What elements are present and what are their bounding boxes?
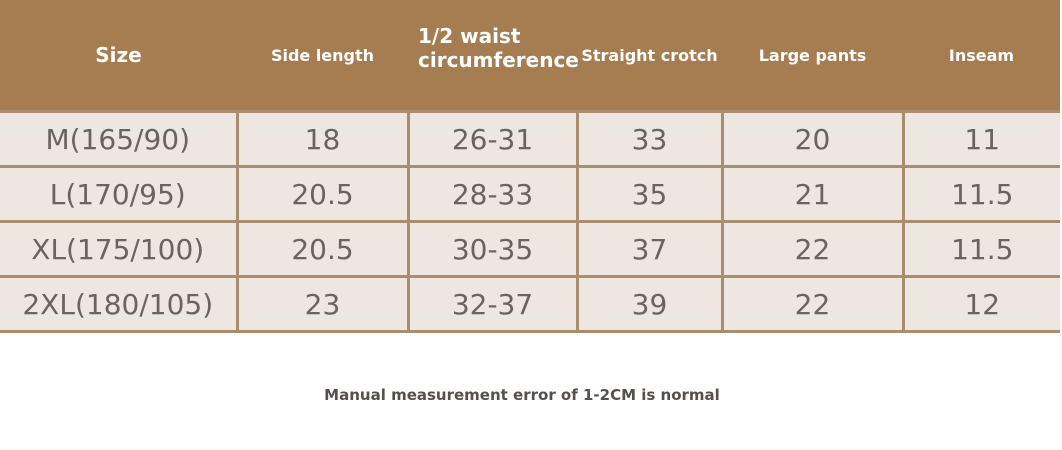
value-cell: 20 [720,110,905,168]
header-cell: Large pants [722,0,903,112]
value-cell: 30-35 [406,220,579,278]
note: Manual measurement error of 1-2CM is nor… [324,386,720,404]
header-row: Size Side length 1/2 waist circumference… [0,0,1060,112]
value-cell: 11.5 [901,220,1060,278]
value-cell: 35 [575,165,724,223]
value-cell: 28-33 [406,165,579,223]
value-cell: 18 [235,110,410,168]
header-cell: Side length [237,0,408,112]
table-row: L(170/95) 20.5 28-33 35 21 11.5 [0,165,1060,223]
value-cell: 21 [720,165,905,223]
header-cell: Inseam [903,0,1060,112]
value-cell: 11.5 [901,165,1060,223]
table-body: M(165/90) 18 26-31 33 20 11 L(170/95) 20.5 28-33… [0,110,1060,333]
value-cell: 37 [575,220,724,278]
value-cell: 23 [235,275,410,333]
header-cell: Straight crotch [577,0,722,112]
table-row: XL(175/100) 20.5 30-35 37 22 11.5 [0,220,1060,278]
value-cell: 11 [901,110,1060,168]
table-row: 2XL(180/105) 23 32-37 39 22 12 [0,275,1060,333]
size-cell: XL(175/100) [0,220,239,278]
value-cell: 20.5 [235,220,410,278]
table-row: M(165/90) 18 26-31 33 20 11 [0,110,1060,168]
value-cell: 26-31 [406,110,579,168]
header-cell: Size [0,0,237,112]
value-cell: 12 [901,275,1060,333]
size-table: Size Side length 1/2 waist circumference… [0,0,1060,333]
value-cell: 20.5 [235,165,410,223]
header-cell: 1/2 waist circumference [408,0,579,112]
size-cell: L(170/95) [0,165,239,223]
value-cell: 22 [720,220,905,278]
value-cell: 33 [575,110,724,168]
size-cell: M(165/90) [0,110,239,168]
size-cell: 2XL(180/105) [0,275,239,333]
value-cell: 39 [575,275,724,333]
value-cell: 22 [720,275,905,333]
value-cell: 32-37 [406,275,579,333]
